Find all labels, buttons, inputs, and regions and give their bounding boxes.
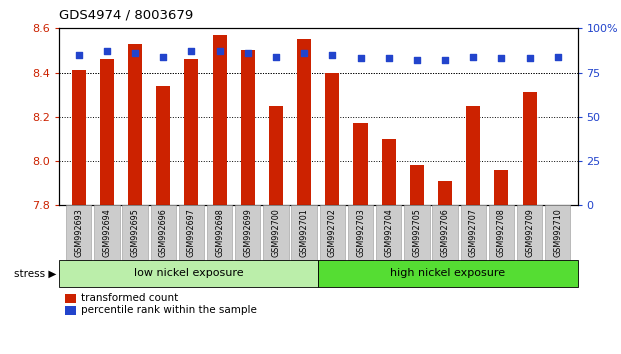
Text: percentile rank within the sample: percentile rank within the sample xyxy=(81,306,256,315)
Bar xyxy=(128,44,142,205)
Point xyxy=(496,56,506,61)
Point xyxy=(215,48,225,54)
Text: GSM992705: GSM992705 xyxy=(412,208,422,257)
Point xyxy=(412,57,422,63)
Point xyxy=(553,54,563,59)
Text: GSM992704: GSM992704 xyxy=(384,209,393,257)
Text: GSM992700: GSM992700 xyxy=(271,209,281,257)
Text: GSM992701: GSM992701 xyxy=(300,209,309,257)
Point xyxy=(384,56,394,61)
Bar xyxy=(382,139,396,205)
Bar xyxy=(325,73,340,205)
Text: GSM992698: GSM992698 xyxy=(215,209,224,257)
Text: high nickel exposure: high nickel exposure xyxy=(391,268,505,279)
Bar xyxy=(353,124,368,205)
Text: GSM992706: GSM992706 xyxy=(440,209,450,257)
Bar xyxy=(100,59,114,205)
Text: GSM992696: GSM992696 xyxy=(159,209,168,257)
Text: GSM992702: GSM992702 xyxy=(328,208,337,257)
Text: GSM992710: GSM992710 xyxy=(553,209,562,257)
Bar xyxy=(156,86,170,205)
Bar xyxy=(410,165,424,205)
Text: stress ▶: stress ▶ xyxy=(14,268,56,279)
Point xyxy=(468,54,478,59)
Bar xyxy=(269,106,283,205)
Point xyxy=(271,54,281,59)
Bar xyxy=(297,39,311,205)
Bar xyxy=(184,59,199,205)
Text: GSM992697: GSM992697 xyxy=(187,208,196,257)
Text: GDS4974 / 8003679: GDS4974 / 8003679 xyxy=(59,9,193,22)
Bar xyxy=(212,35,227,205)
Point xyxy=(356,56,366,61)
Bar xyxy=(494,170,509,205)
Bar xyxy=(438,181,452,205)
Text: GSM992709: GSM992709 xyxy=(525,208,534,257)
Text: low nickel exposure: low nickel exposure xyxy=(134,268,243,279)
Text: GSM992708: GSM992708 xyxy=(497,209,506,257)
Point xyxy=(243,50,253,56)
Text: GSM992703: GSM992703 xyxy=(356,209,365,257)
Point xyxy=(74,52,84,58)
Point xyxy=(102,48,112,54)
Bar xyxy=(466,106,480,205)
Bar xyxy=(523,92,537,205)
Point xyxy=(440,57,450,63)
Text: GSM992699: GSM992699 xyxy=(243,208,252,257)
Text: GSM992695: GSM992695 xyxy=(130,208,140,257)
Text: transformed count: transformed count xyxy=(81,293,178,303)
Text: GSM992693: GSM992693 xyxy=(75,209,83,257)
Point xyxy=(186,48,196,54)
Text: GSM992694: GSM992694 xyxy=(102,209,111,257)
Point xyxy=(158,54,168,59)
Point xyxy=(327,52,337,58)
Point xyxy=(299,50,309,56)
Bar xyxy=(71,70,86,205)
Bar xyxy=(241,50,255,205)
Text: GSM992707: GSM992707 xyxy=(469,208,478,257)
Point xyxy=(525,56,535,61)
Point xyxy=(130,50,140,56)
